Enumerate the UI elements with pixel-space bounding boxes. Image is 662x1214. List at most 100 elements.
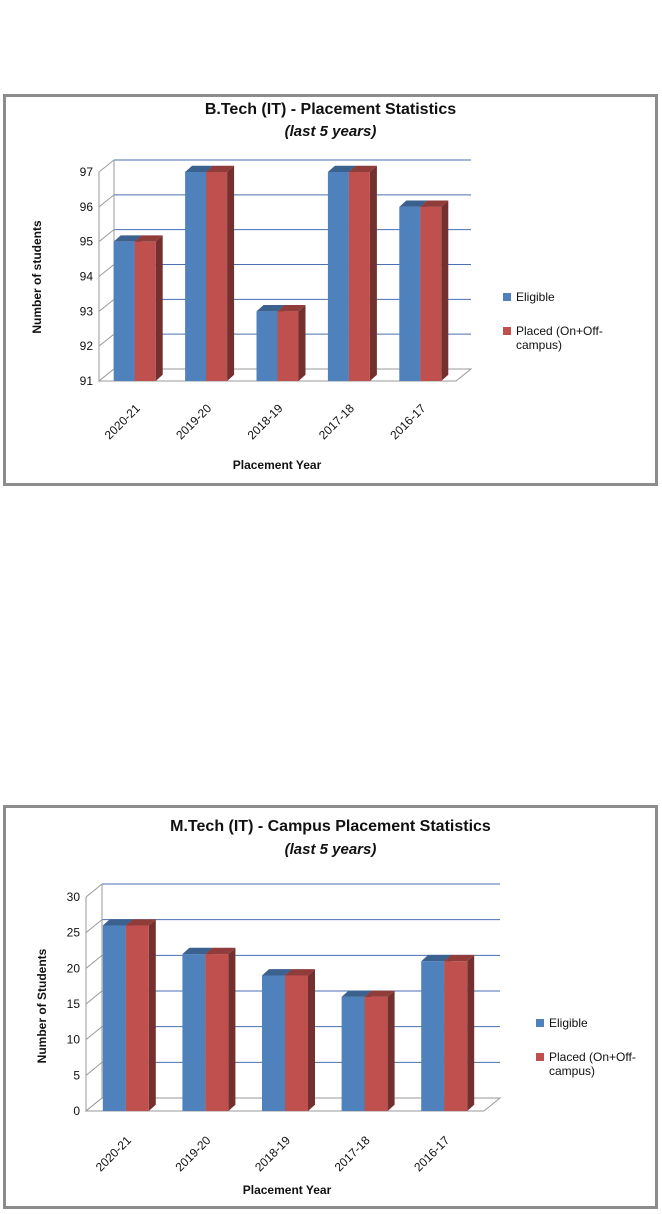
bar-top-placed [285,969,315,976]
y-tick-label: 91 [80,374,94,388]
legend-item-placed: Placed (On+Off-campus) [536,1050,646,1078]
y-tick-label: 92 [80,339,94,353]
bar-eligible [102,925,126,1111]
x-tick-label: 2017-18 [332,1133,373,1174]
legend-label-placed: Placed (On+Off-campus) [516,324,603,352]
bar-placed [348,172,370,381]
bar-side-placed [308,969,315,1111]
bar-top-eligible [327,165,356,172]
side-wall-line [85,919,103,934]
y-axis-title: Number of Students [35,948,49,1063]
x-tick-label: 2017-18 [316,401,357,442]
x-tick-label: 2020-21 [102,401,143,442]
x-tick-label: 2020-21 [93,1133,134,1174]
chart-subtitle: (last 5 years) [284,841,377,858]
bar-top-placed [364,990,395,997]
side-wall-line [98,298,115,312]
y-tick-label: 5 [73,1068,80,1082]
side-wall-line [85,1061,103,1076]
bar-top-eligible [182,947,213,955]
y-tick-label: 96 [80,200,94,214]
bar-eligible [185,172,207,381]
bar-eligible [421,961,445,1111]
bar-side-placed [441,200,449,381]
bar-eligible [399,206,421,381]
bar-top-placed [125,919,156,926]
bar-side-placed [298,305,306,381]
x-tick-label: 2016-17 [387,401,428,442]
y-tick-label: 30 [67,890,81,904]
x-tick-label: 2019-20 [173,401,214,442]
x-axis-title: Placement Year [233,458,322,472]
bar-side-placed [148,919,156,1111]
legend-item-placed: Placed (On+Off-campus) [503,324,613,352]
bar-top-placed [134,235,163,242]
x-tick-label: 2018-19 [245,401,286,442]
side-wall-line [98,333,115,347]
legend-swatch-eligible [536,1019,544,1027]
chart-title: B.Tech (IT) - Placement Statistics [204,101,457,118]
bar-side-placed [155,235,163,381]
bar-placed [206,172,228,381]
bar-eligible [182,954,206,1111]
y-tick-label: 25 [67,926,81,940]
bar-top-eligible [262,969,292,976]
legend-label-eligible: Eligible [516,290,555,304]
bar-side-placed [227,165,235,381]
bar-top-placed [420,200,449,207]
side-wall-line [85,954,103,969]
bar-eligible [262,975,285,1111]
bar-eligible [256,311,278,381]
bar-top-eligible [341,990,372,997]
x-tick-label: 2018-19 [252,1133,293,1174]
bar-top-placed [348,165,377,172]
btech-chart-plot: 91 92 93 94 95 96 97 2020-21 2019-20 2018-19 2017-… [30,159,473,472]
side-wall-line [85,883,103,898]
bar-placed [364,996,388,1111]
side-wall-line [98,159,115,173]
bar-top-eligible [185,165,214,172]
bar-top-eligible [256,305,285,312]
x-axis-title: Placement Year [243,1183,332,1197]
side-wall-line [85,990,103,1005]
legend-swatch-eligible [503,293,511,301]
bar-top-placed [205,947,236,955]
legend-label-placed: Placed (On+Off-campus) [549,1050,636,1078]
mtech-chart-plot: 0 5 10 15 20 25 30 2020-21 2019-20 2018-19 2017-18… [35,883,502,1197]
bar-top-eligible [421,954,452,962]
x-tick-label: 2016-17 [411,1133,452,1174]
y-tick-label: 93 [80,304,94,318]
side-wall-line [85,1026,103,1041]
chart-title: M.Tech (IT) - Campus Placement Statistic… [170,818,491,835]
bar-placed [277,311,299,381]
bar-eligible [327,172,349,381]
bar-placed [285,975,308,1111]
legend-item-eligible: Eligible [536,1016,646,1030]
bar-top-eligible [113,235,142,242]
bar-placed [125,925,149,1111]
side-wall-line [98,194,115,208]
y-tick-label: 10 [67,1033,81,1047]
y-tick-label: 15 [67,997,81,1011]
bar-top-placed [277,305,306,312]
y-tick-label: 20 [67,961,81,975]
legend-label-eligible: Eligible [549,1016,588,1030]
bar-placed [420,206,442,381]
bar-placed [205,954,229,1111]
y-tick-label: 97 [80,165,94,179]
x-tick-label: 2019-20 [172,1133,213,1174]
bar-top-eligible [102,919,133,926]
bar-side-placed [467,954,475,1111]
bar-top-placed [444,954,475,962]
y-tick-label: 95 [80,235,94,249]
bar-top-placed [206,165,235,172]
btech-placement-chart: B.Tech (IT) - Placement Statistics (last… [3,94,658,486]
bar-placed [444,961,468,1111]
mtech-placement-chart: M.Tech (IT) - Campus Placement Statistic… [3,805,658,1209]
y-axis-title: Number of students [30,220,44,334]
bar-top-eligible [399,200,428,207]
y-tick-label: 0 [73,1104,80,1118]
bar-placed [134,241,156,381]
side-wall-line [98,264,115,277]
y-tick-label: 94 [80,270,94,284]
